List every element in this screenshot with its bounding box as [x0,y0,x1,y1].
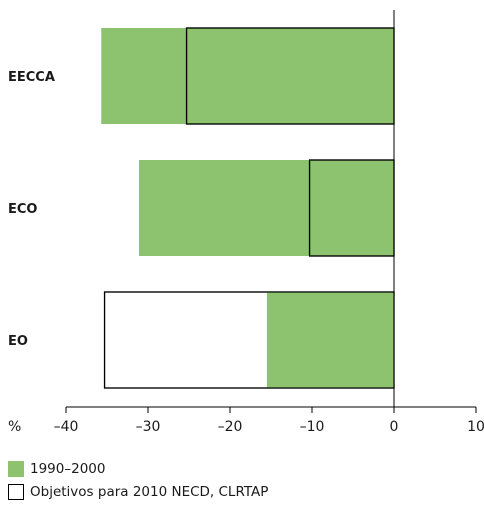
category-label-eco: ECO [8,202,37,217]
bar-eco-series-1 [138,160,394,256]
category-labels: EECCA ECO EO [8,70,55,349]
x-tick-label: 10 [467,419,484,435]
legend-item-1990-2000: 1990–2000 [8,461,105,477]
x-tick-label: –20 [218,419,243,435]
category-label-eo: EO [8,334,28,349]
x-axis-ticks: –40 –30 –20 –10 0 10 [54,407,484,435]
legend-label-objetivos: Objetivos para 2010 NECD, CLRTAP [30,484,269,500]
category-label-eecca: EECCA [8,70,55,85]
legend-swatch-white [8,484,24,500]
bar-eo-series-1 [266,292,394,388]
legend-item-objetivos: Objetivos para 2010 NECD, CLRTAP [8,484,268,500]
x-tick-label: 0 [390,419,399,435]
x-tick-label: –30 [136,419,161,435]
x-tick-label: –10 [300,419,325,435]
x-tick-label: –40 [54,419,79,435]
legend-label-1990-2000: 1990–2000 [30,461,106,477]
bar-eecca-series-1 [101,28,394,124]
bars-layer [101,27,395,389]
x-axis-unit-label: % [8,419,21,435]
legend-swatch-green [8,461,24,477]
